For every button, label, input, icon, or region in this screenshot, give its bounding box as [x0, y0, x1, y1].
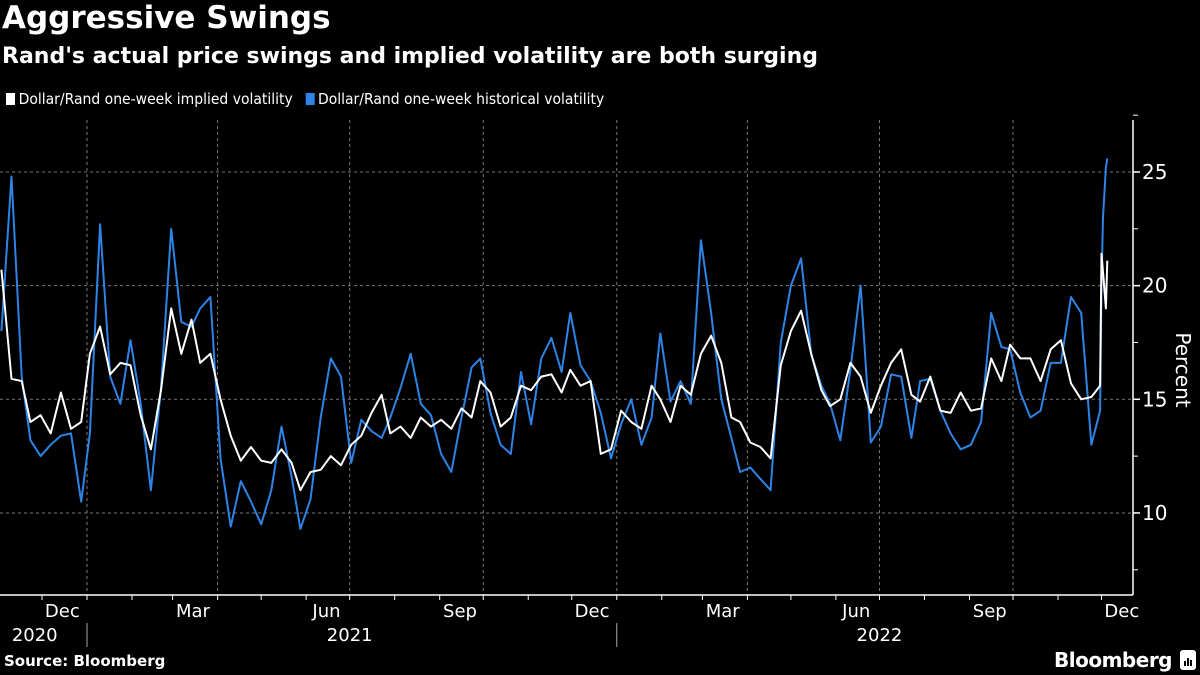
series-line-implied-volatility [0, 252, 1109, 492]
y-tick-label: 10 [1142, 501, 1167, 525]
gridlines [0, 120, 1133, 595]
year-label: 2022 [857, 625, 903, 646]
y-tick-label: 20 [1142, 274, 1167, 298]
bloomberg-logo: Bloomberg [1054, 648, 1172, 672]
x-tick-label: Jun [841, 601, 870, 622]
x-tick-label: Dec [1104, 601, 1139, 622]
x-tick-label: Sep [973, 601, 1007, 622]
legend-swatch-implied [6, 93, 15, 105]
x-tick-label: Mar [176, 601, 211, 622]
year-label: 2021 [327, 625, 373, 646]
series-lines [0, 158, 1109, 530]
axes [0, 114, 1140, 647]
y-tick-label: 15 [1142, 387, 1167, 411]
bloomberg-chart-icon [1180, 650, 1196, 670]
chart-title: Aggressive Swings [2, 0, 331, 36]
source-note: Source: Bloomberg [4, 652, 166, 670]
x-tick-label: Mar [706, 601, 741, 622]
series-line-historical-volatility [0, 158, 1109, 530]
legend-label-implied: Dollar/Rand one-week implied volatility [18, 90, 293, 108]
legend-swatch-historical [305, 93, 315, 105]
x-tick-label: Jun [311, 601, 340, 622]
legend: Dollar/Rand one-week implied volatility … [6, 90, 604, 108]
x-tick-label: Dec [45, 601, 80, 622]
y-axis-title: Percent [1171, 332, 1195, 407]
year-label: 2020 [12, 625, 58, 646]
x-tick-label: Sep [443, 601, 477, 622]
legend-item-historical: Dollar/Rand one-week historical volatili… [305, 90, 604, 108]
x-tick-label: Dec [575, 601, 610, 622]
y-tick-label: 25 [1142, 160, 1167, 184]
tick-labels: 10 15 20 25 Dec Mar Jun Sep Dec Mar Jun Sep Dec 2020 2… [12, 160, 1168, 646]
chart-subtitle: Rand's actual price swings and implied v… [2, 44, 818, 69]
legend-label-historical: Dollar/Rand one-week historical volatili… [317, 90, 605, 108]
legend-item-implied: Dollar/Rand one-week implied volatility [6, 90, 293, 108]
